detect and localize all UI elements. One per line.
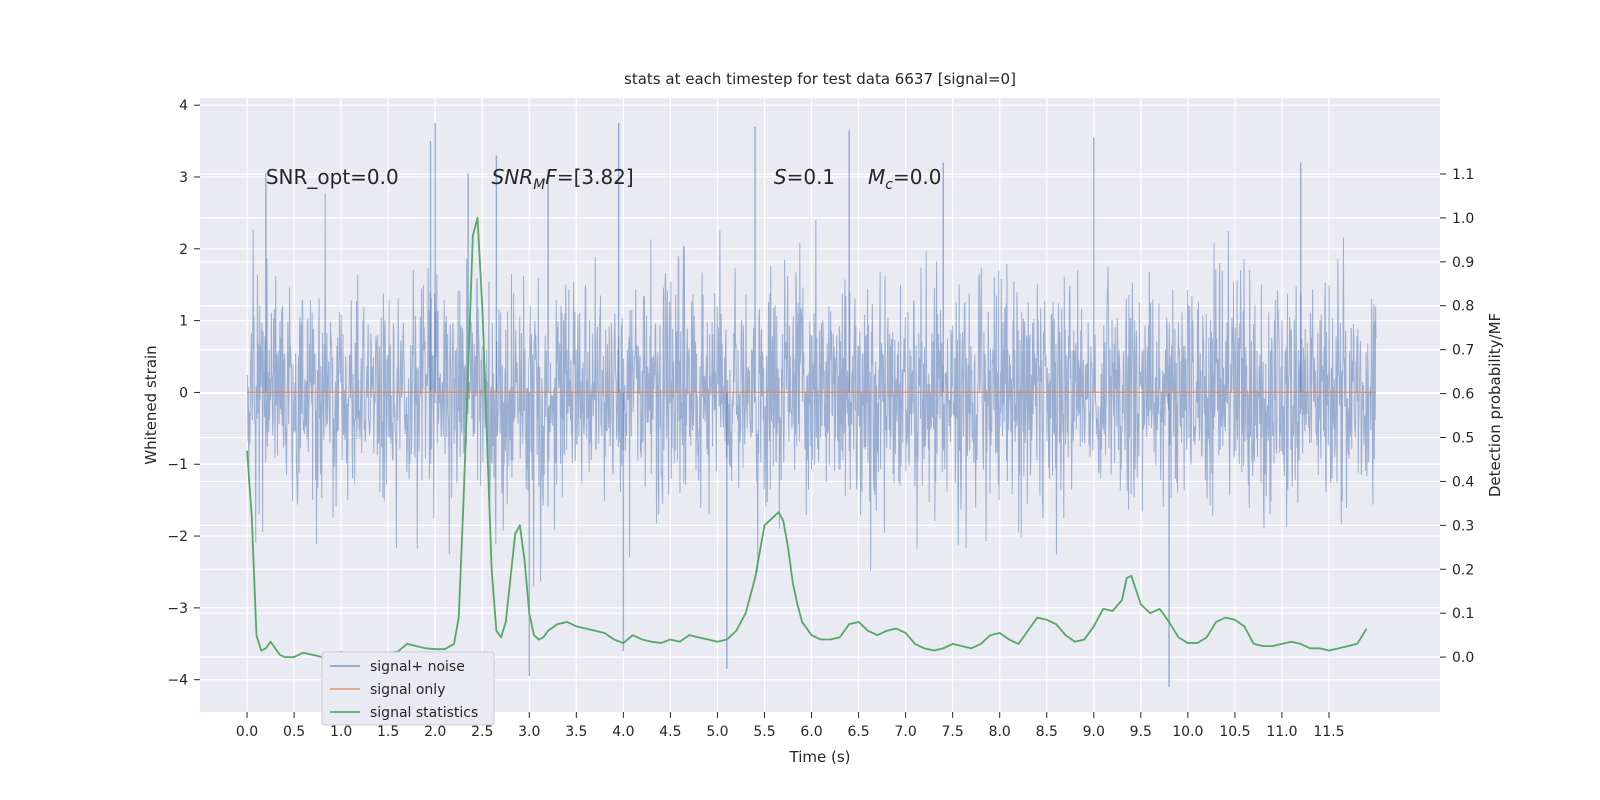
signal-noise-series xyxy=(246,123,1377,687)
x-tick-label: 2.0 xyxy=(424,724,446,740)
y2-tick-label: 0.7 xyxy=(1452,343,1474,359)
y2-tick-label: 0.2 xyxy=(1452,562,1474,578)
x-tick-label: 10.5 xyxy=(1219,724,1250,740)
x-tick-label: 3.5 xyxy=(565,724,587,740)
x-tick-label: 9.0 xyxy=(1083,724,1105,740)
y2-axis-ticks: 0.0 0.1 0.2 0.3 0.4 0.5 0.6 0.7 0.8 0.9 1.0 1.1 xyxy=(1440,167,1474,666)
x-tick-label: 1.0 xyxy=(330,724,352,740)
legend-box xyxy=(321,651,495,726)
x-tick-label: 8.5 xyxy=(1036,724,1058,740)
y2-tick-label: 0.9 xyxy=(1452,255,1474,271)
x-axis-ticks: 0.0 0.5 1.0 1.5 2.0 2.5 3.0 3.5 4.0 4.5 5.0 5.5 6.0 6… xyxy=(236,712,1345,740)
legend-label-signal-statistics: signal statistics xyxy=(370,705,478,721)
y2-tick-label: 0.6 xyxy=(1452,387,1474,403)
legend: signal+ noise signal only signal statist… xyxy=(321,651,495,726)
x-tick-label: 0.0 xyxy=(236,724,258,740)
signal-statistics-line xyxy=(246,216,1368,658)
y-tick-label: −2 xyxy=(167,529,188,545)
x-tick-label: 7.0 xyxy=(894,724,916,740)
y2-tick-label: 0.1 xyxy=(1452,606,1474,622)
x-tick-label: 6.5 xyxy=(847,724,869,740)
x-tick-label: 8.0 xyxy=(989,724,1011,740)
x-tick-label: 9.5 xyxy=(1130,724,1152,740)
y-axis-ticks: −4 −3 −2 −1 0 1 2 3 4 xyxy=(167,98,200,689)
y-axis-title: Whitened strain xyxy=(142,345,160,464)
x-tick-label: 11.5 xyxy=(1313,724,1344,740)
annotation-snr_opt: SNR_opt=0.0 xyxy=(266,165,399,189)
x-tick-label: 3.0 xyxy=(518,724,540,740)
annotation-mc: Mc=0.0 xyxy=(868,165,942,193)
legend-label-signal-only: signal only xyxy=(370,682,445,698)
y2-tick-label: 1.1 xyxy=(1452,167,1474,183)
y2-tick-label: 0.0 xyxy=(1452,650,1474,666)
x-tick-label: 7.5 xyxy=(942,724,964,740)
y2-tick-label: 0.5 xyxy=(1452,431,1474,447)
y-tick-label: 4 xyxy=(179,98,188,114)
x-axis-title: Time (s) xyxy=(789,748,851,766)
legend-label-signal-noise: signal+ noise xyxy=(370,659,465,675)
x-tick-label: 4.0 xyxy=(612,724,634,740)
x-tick-label: 0.5 xyxy=(283,724,305,740)
annotations: SNR_opt=0.0 SNRMF=[3.82] S=0.1 Mc=0.0 xyxy=(266,165,942,193)
x-tick-label: 11.0 xyxy=(1266,724,1297,740)
y-tick-label: −3 xyxy=(167,601,188,617)
annotation-s: S=0.1 xyxy=(774,165,835,189)
signal-statistics-series xyxy=(246,216,1368,658)
x-tick-label: 5.0 xyxy=(706,724,728,740)
y2-axis-title: Detection probability/MF xyxy=(1486,313,1504,497)
x-tick-label: 6.0 xyxy=(800,724,822,740)
y-tick-label: 1 xyxy=(179,314,188,330)
x-tick-label: 2.5 xyxy=(471,724,493,740)
x-tick-label: 10.0 xyxy=(1172,724,1203,740)
y2-tick-label: 1.0 xyxy=(1452,211,1474,227)
chart-title: stats at each timestep for test data 663… xyxy=(624,70,1016,88)
y-tick-label: 0 xyxy=(179,385,188,401)
y2-tick-label: 0.8 xyxy=(1452,299,1474,315)
y-tick-label: −4 xyxy=(167,673,188,689)
x-tick-label: 5.5 xyxy=(753,724,775,740)
y2-tick-label: 0.4 xyxy=(1452,474,1474,490)
x-tick-label: 1.5 xyxy=(377,724,399,740)
x-tick-label: 4.5 xyxy=(659,724,681,740)
y2-tick-label: 0.3 xyxy=(1452,518,1474,534)
y-tick-label: −1 xyxy=(167,457,188,473)
annotation-snr_mf: SNRMF=[3.82] xyxy=(492,165,634,193)
y-tick-label: 3 xyxy=(179,170,188,186)
y-tick-label: 2 xyxy=(179,242,188,258)
